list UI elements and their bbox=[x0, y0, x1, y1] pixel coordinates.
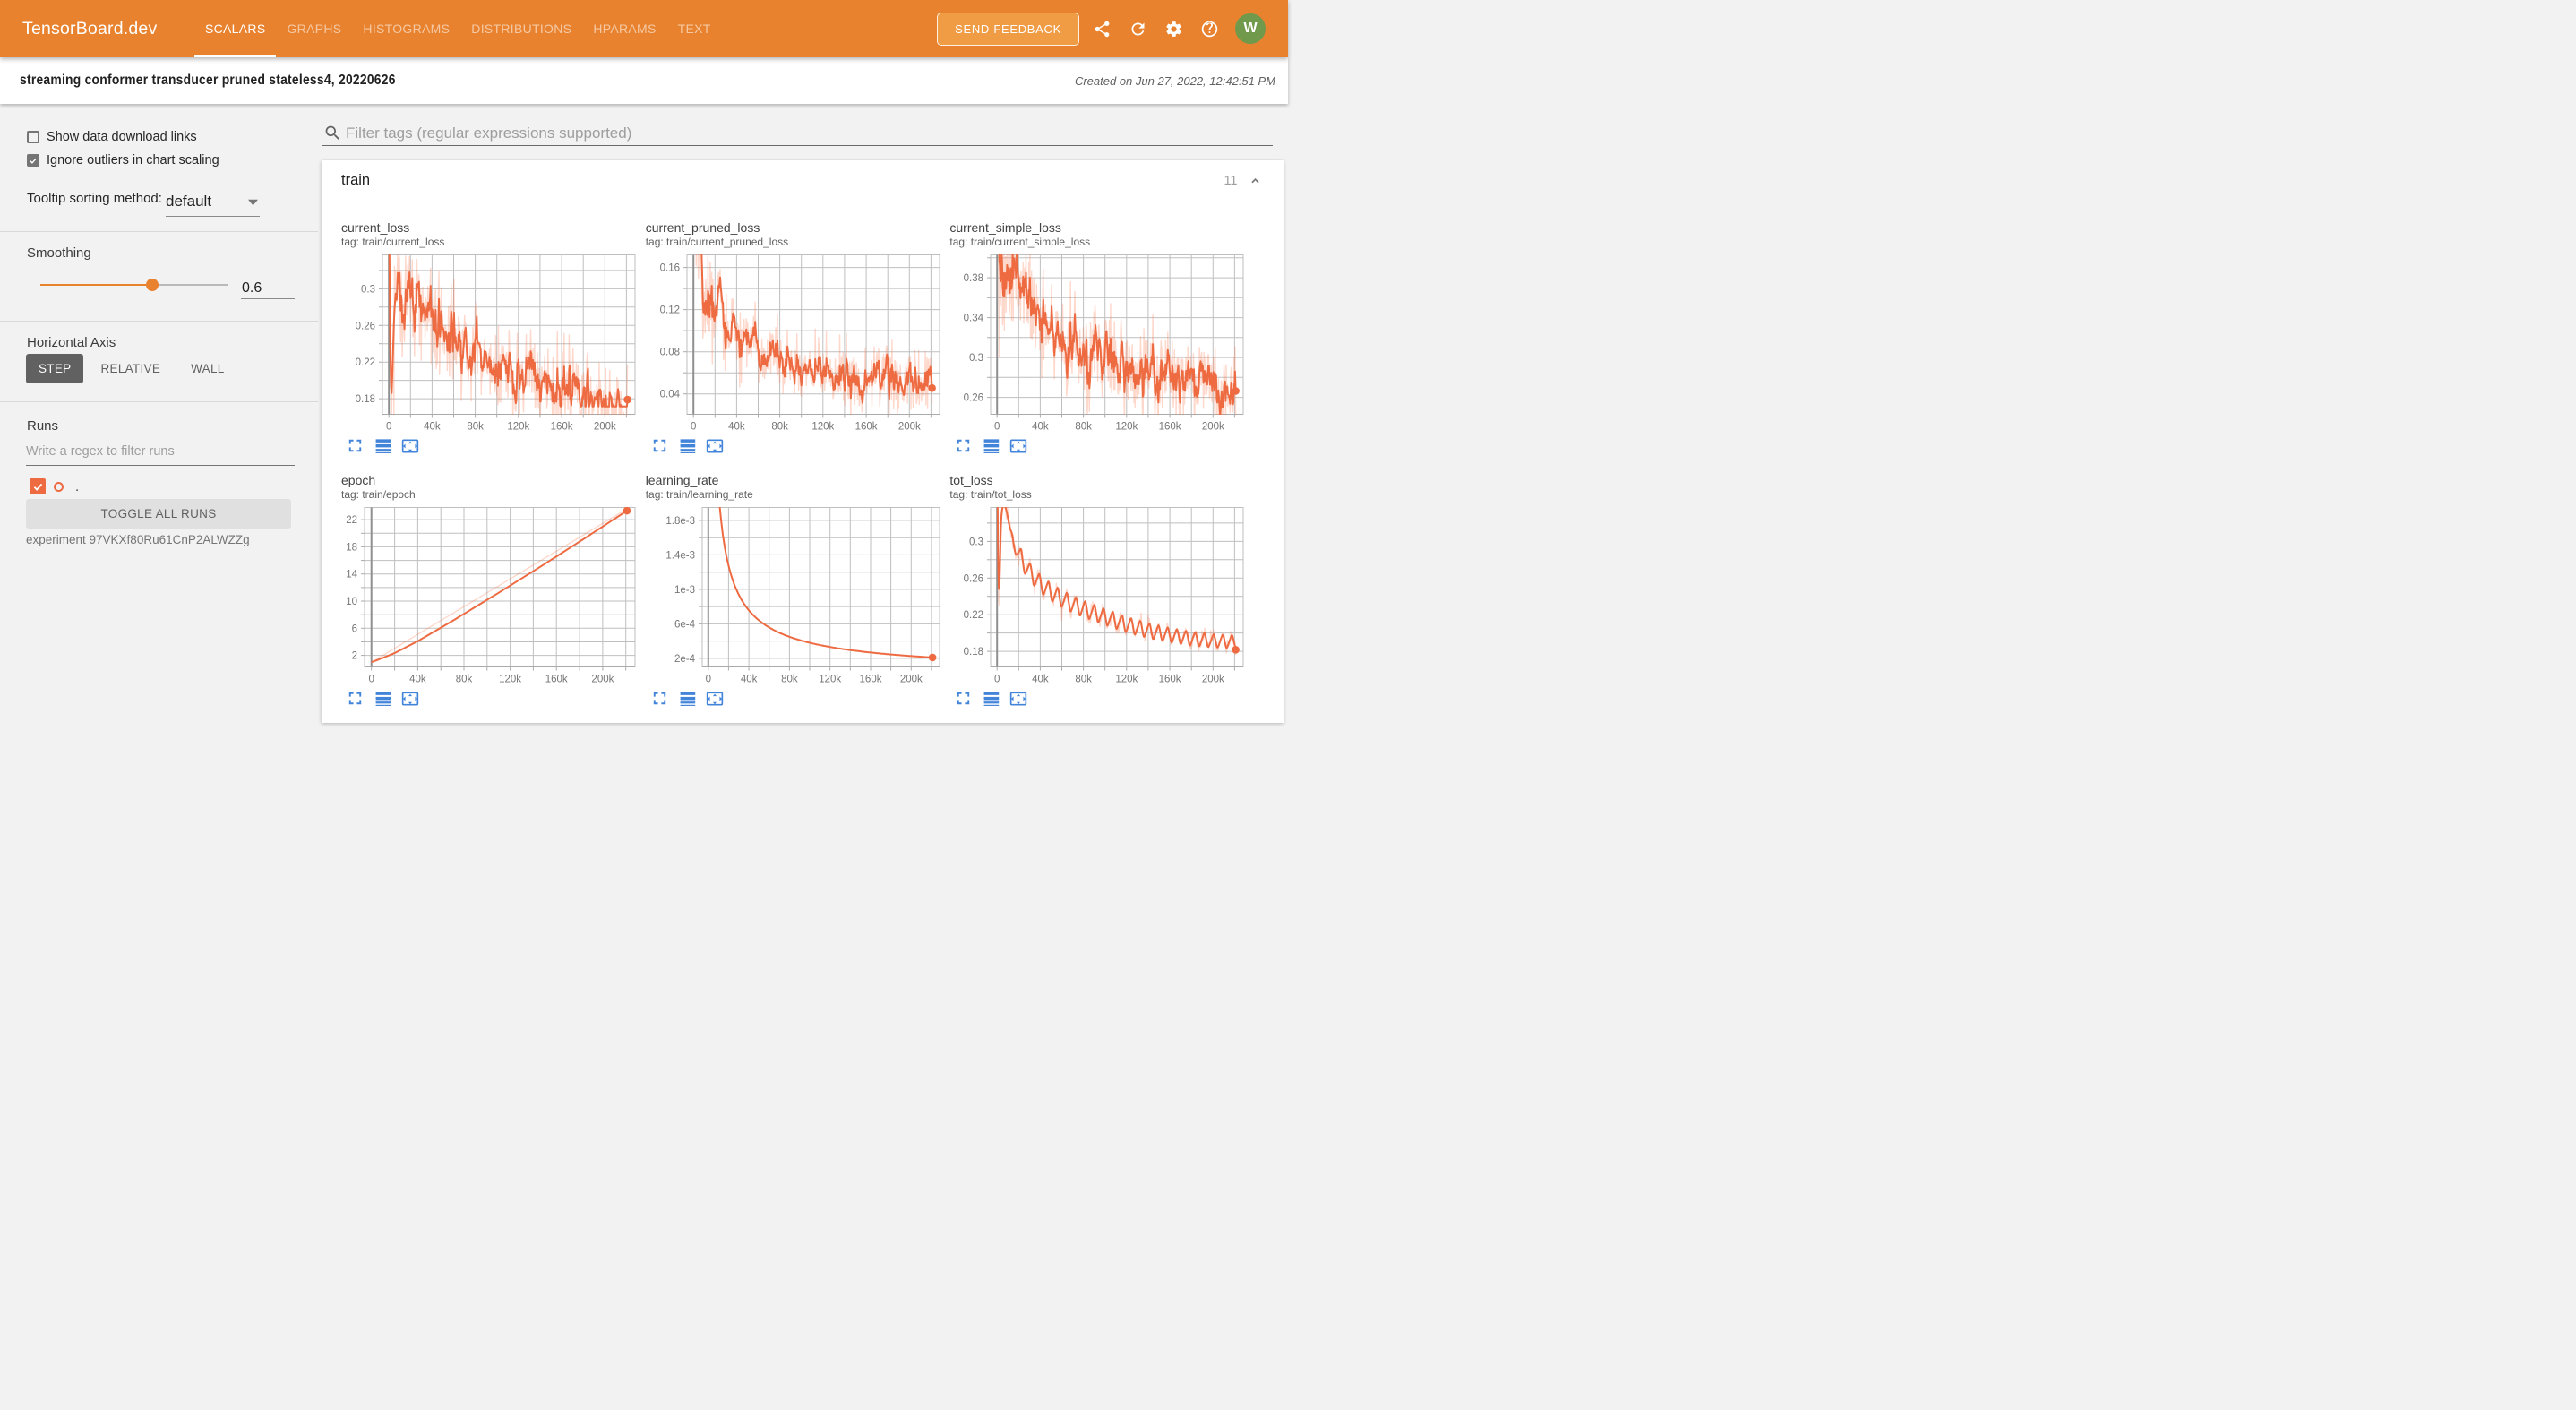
svg-text:0.3: 0.3 bbox=[361, 284, 375, 295]
svg-text:0.3: 0.3 bbox=[969, 353, 983, 364]
svg-text:80k: 80k bbox=[456, 674, 473, 684]
svg-text:0: 0 bbox=[368, 674, 374, 684]
svg-text:160k: 160k bbox=[551, 421, 573, 432]
svg-text:0.22: 0.22 bbox=[356, 357, 375, 368]
svg-text:22: 22 bbox=[346, 515, 357, 526]
svg-text:2: 2 bbox=[352, 650, 357, 661]
svg-text:160k: 160k bbox=[545, 674, 568, 684]
svg-text:1.4e-3: 1.4e-3 bbox=[665, 550, 695, 561]
svg-text:2e-4: 2e-4 bbox=[674, 653, 696, 664]
svg-text:40k: 40k bbox=[409, 674, 426, 684]
svg-text:200k: 200k bbox=[1202, 421, 1224, 432]
svg-text:0.26: 0.26 bbox=[356, 321, 375, 331]
svg-text:0.12: 0.12 bbox=[659, 305, 679, 315]
svg-text:1.8e-3: 1.8e-3 bbox=[665, 515, 695, 526]
svg-text:200k: 200k bbox=[1202, 674, 1224, 684]
svg-text:0.3: 0.3 bbox=[969, 537, 983, 547]
svg-text:0: 0 bbox=[994, 674, 1000, 684]
svg-text:40k: 40k bbox=[424, 421, 441, 432]
svg-text:6: 6 bbox=[352, 623, 357, 634]
svg-text:80k: 80k bbox=[467, 421, 484, 432]
svg-text:120k: 120k bbox=[507, 421, 529, 432]
svg-text:0: 0 bbox=[705, 674, 710, 684]
svg-text:80k: 80k bbox=[771, 421, 788, 432]
svg-text:0.08: 0.08 bbox=[659, 347, 679, 357]
svg-text:1e-3: 1e-3 bbox=[674, 584, 695, 595]
svg-text:120k: 120k bbox=[1116, 421, 1138, 432]
svg-text:40k: 40k bbox=[741, 674, 758, 684]
svg-text:0.34: 0.34 bbox=[964, 313, 984, 323]
svg-text:0: 0 bbox=[386, 421, 391, 432]
svg-text:160k: 160k bbox=[1159, 421, 1181, 432]
svg-text:160k: 160k bbox=[859, 674, 881, 684]
svg-text:0.04: 0.04 bbox=[659, 389, 680, 400]
svg-text:160k: 160k bbox=[1159, 674, 1181, 684]
svg-text:0: 0 bbox=[994, 421, 1000, 432]
svg-text:0.16: 0.16 bbox=[659, 262, 679, 273]
svg-text:200k: 200k bbox=[594, 421, 616, 432]
svg-text:0: 0 bbox=[691, 421, 696, 432]
svg-text:160k: 160k bbox=[854, 421, 877, 432]
svg-text:80k: 80k bbox=[781, 674, 798, 684]
svg-text:80k: 80k bbox=[1076, 421, 1093, 432]
svg-text:120k: 120k bbox=[819, 674, 841, 684]
svg-text:40k: 40k bbox=[728, 421, 745, 432]
svg-text:6e-4: 6e-4 bbox=[674, 619, 696, 630]
svg-text:120k: 120k bbox=[499, 674, 521, 684]
svg-text:200k: 200k bbox=[898, 421, 921, 432]
svg-text:14: 14 bbox=[346, 569, 357, 580]
svg-text:40k: 40k bbox=[1033, 674, 1050, 684]
svg-text:0.22: 0.22 bbox=[964, 610, 983, 621]
svg-text:0.18: 0.18 bbox=[356, 394, 375, 405]
svg-text:120k: 120k bbox=[811, 421, 834, 432]
svg-text:18: 18 bbox=[346, 542, 357, 553]
svg-text:0.26: 0.26 bbox=[964, 573, 983, 584]
svg-text:80k: 80k bbox=[1076, 674, 1093, 684]
svg-text:10: 10 bbox=[346, 597, 357, 607]
svg-text:120k: 120k bbox=[1116, 674, 1138, 684]
svg-text:0.26: 0.26 bbox=[964, 392, 983, 403]
svg-text:0.38: 0.38 bbox=[964, 273, 983, 284]
svg-text:200k: 200k bbox=[591, 674, 614, 684]
svg-text:40k: 40k bbox=[1033, 421, 1050, 432]
svg-text:200k: 200k bbox=[900, 674, 923, 684]
svg-text:0.18: 0.18 bbox=[964, 647, 983, 658]
